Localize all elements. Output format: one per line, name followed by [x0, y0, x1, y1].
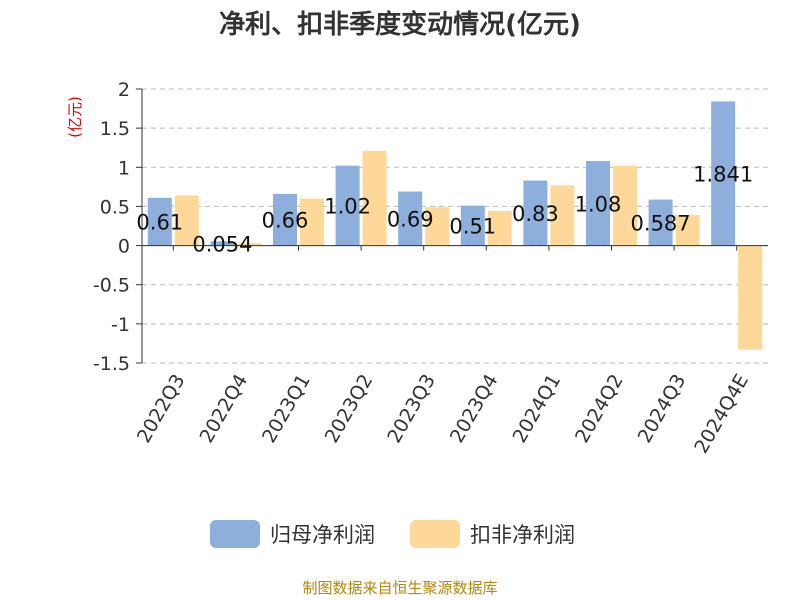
legend-label[interactable]: 扣非净利润 — [470, 523, 575, 547]
bar-deducted-profit-2024Q2 — [613, 165, 637, 246]
source-note: 制图数据来自恒生聚源数据库 — [302, 579, 497, 597]
x-axis-ticks: 2022Q3 2022Q4 2023Q1 2023Q2 2023Q3 2023Q4 2024… — [133, 245, 753, 458]
y-tick-label: 1 — [118, 157, 130, 179]
bar-net-profit-2024Q1 — [523, 180, 548, 246]
bar-deducted-profit-2024Q3 — [675, 215, 700, 246]
x-tick-label: 2022Q4 — [195, 371, 252, 447]
bar-deducted-profit-2023Q1 — [300, 198, 324, 246]
data-label: 0.587 — [631, 212, 691, 236]
legend-label[interactable]: 归母净利润 — [270, 523, 375, 547]
x-tick-label: 2023Q1 — [258, 371, 315, 447]
x-tick-label: 2024Q1 — [508, 371, 565, 447]
data-label: 0.61 — [136, 211, 183, 235]
y-axis-label: (亿元) — [66, 96, 84, 138]
x-tick-label: 2023Q3 — [383, 371, 440, 447]
data-label: 0.66 — [262, 209, 309, 233]
x-tick-label: 2024Q2 — [571, 371, 628, 447]
legend-swatch[interactable] — [210, 520, 260, 548]
x-tick-label: 2024Q4E — [690, 371, 753, 458]
data-label: 0.83 — [512, 202, 559, 226]
y-tick-label: 0 — [118, 236, 130, 258]
bar-net-profit-2023Q2 — [335, 165, 360, 246]
x-tick-label: 2023Q4 — [446, 371, 503, 447]
y-tick-label: -0.5 — [93, 275, 130, 297]
data-labels: 0.61 0.054 0.66 1.02 0.69 0.51 0.83 1.08 0.587 1.… — [136, 163, 753, 257]
y-tick-label: 1.5 — [100, 118, 130, 140]
x-tick-label: 2023Q2 — [321, 371, 378, 447]
chart-title: 净利、扣非季度变动情况(亿元) — [219, 9, 581, 40]
bar-deducted-profit-2022Q4 — [237, 243, 262, 246]
bar-deducted-profit-2023Q3 — [425, 207, 450, 246]
bar-net-profit-2023Q3 — [398, 191, 423, 246]
bar-net-profit-2023Q1 — [273, 193, 297, 246]
bar-net-profit-2024Q4E — [711, 101, 736, 246]
x-tick-label: 2024Q3 — [634, 371, 691, 447]
bar-net-profit-2024Q3 — [648, 199, 673, 246]
y-tick-label: 0.5 — [100, 196, 130, 218]
x-tick-label: 2022Q3 — [133, 371, 190, 447]
data-label: 1.02 — [324, 195, 371, 219]
legend-swatch[interactable] — [410, 520, 460, 548]
data-label: 1.841 — [693, 163, 753, 187]
y-tick-label: -1 — [111, 314, 130, 336]
legend[interactable]: 归母净利润 扣非净利润 — [210, 520, 575, 548]
bar-deducted-profit-2024Q4E — [738, 245, 763, 350]
axes — [141, 89, 768, 363]
bar-deducted-profit-2023Q2 — [362, 150, 387, 246]
data-label: 0.69 — [387, 208, 434, 232]
bars — [147, 101, 763, 350]
data-label: 1.08 — [575, 192, 622, 216]
data-label: 0.054 — [192, 232, 252, 256]
bar-net-profit-2022Q4 — [210, 241, 235, 246]
bar-net-profit-2022Q3 — [147, 197, 172, 246]
bar-net-profit-2024Q2 — [586, 161, 610, 246]
y-tick-label: 2 — [118, 79, 130, 101]
y-axis-ticks: 2 1.5 1 0.5 0 -0.5 -1 -1.5 — [93, 79, 142, 375]
bar-deducted-profit-2023Q4 — [487, 211, 512, 246]
bar-net-profit-2023Q4 — [460, 205, 485, 246]
data-label: 0.51 — [449, 215, 496, 239]
bar-deducted-profit-2022Q3 — [174, 195, 199, 246]
y-tick-label: -1.5 — [93, 353, 130, 375]
bar-deducted-profit-2024Q1 — [550, 185, 575, 246]
